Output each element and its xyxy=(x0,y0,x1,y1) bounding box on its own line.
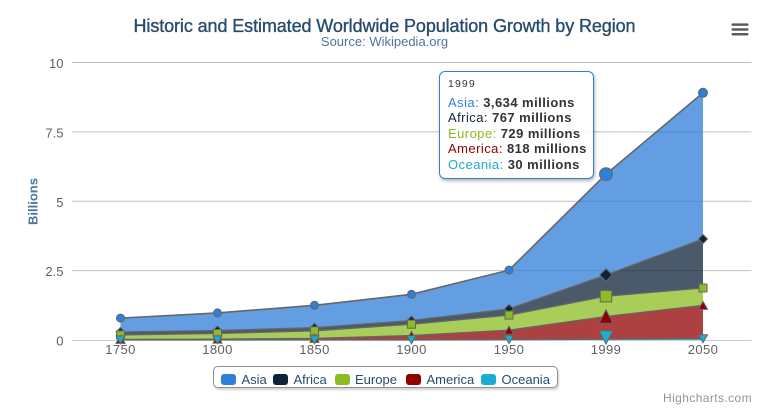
svg-text:0: 0 xyxy=(56,334,63,349)
svg-text:5: 5 xyxy=(56,195,63,210)
svg-text:1850: 1850 xyxy=(299,342,330,357)
svg-text:1800: 1800 xyxy=(202,342,233,357)
svg-text:Billions: Billions xyxy=(26,178,41,225)
svg-text:1950: 1950 xyxy=(494,342,525,357)
svg-text:7.5: 7.5 xyxy=(45,125,63,140)
svg-text:1900: 1900 xyxy=(396,342,427,357)
svg-text:2.5: 2.5 xyxy=(45,264,63,279)
svg-text:10: 10 xyxy=(49,56,63,71)
svg-text:1999: 1999 xyxy=(591,342,622,357)
svg-text:2050: 2050 xyxy=(688,342,719,357)
svg-text:1750: 1750 xyxy=(105,342,136,357)
